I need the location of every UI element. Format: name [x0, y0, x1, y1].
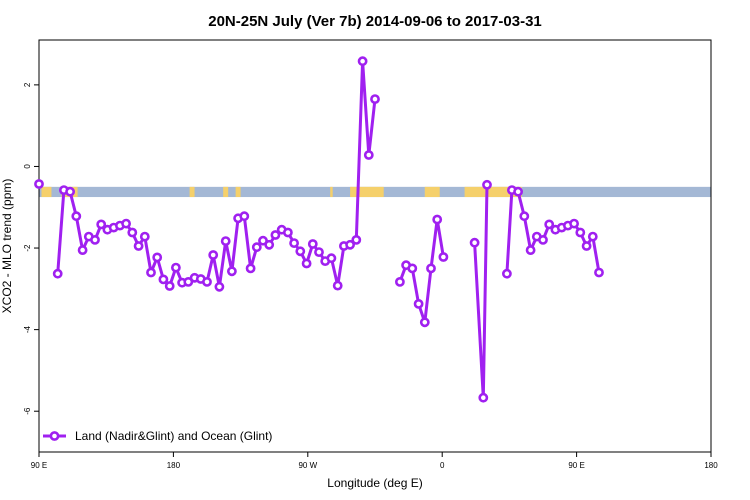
data-point [264, 239, 275, 250]
data-point [127, 227, 138, 238]
data-point [314, 247, 324, 257]
data-point [413, 298, 424, 309]
data-point [345, 239, 355, 250]
data-point [501, 268, 512, 279]
chart-title: 20N-25N July (Ver 7b) 2014-09-06 to 2017… [208, 13, 542, 30]
land-patch [223, 186, 229, 198]
data-point [77, 245, 88, 255]
data-point [139, 231, 150, 242]
data-point [581, 241, 592, 251]
data-point [351, 234, 362, 245]
legend-marker [49, 431, 60, 441]
legend: Land (Nadir&Glint) and Ocean (Glint) [43, 429, 272, 443]
data-point [121, 218, 131, 229]
data-point [133, 241, 144, 251]
data-point [394, 276, 405, 287]
data-point [469, 237, 480, 248]
data-point [65, 186, 75, 197]
data-point [438, 252, 449, 262]
land-patch [350, 186, 384, 198]
data-point [90, 234, 100, 245]
y-tick-label: -6 [23, 407, 32, 415]
data-point [245, 263, 256, 274]
data-point [407, 263, 418, 274]
y-tick-label: -2 [23, 244, 32, 252]
x-tick-label: 180 [704, 461, 718, 470]
data-point [214, 281, 225, 292]
data-point [587, 231, 598, 242]
data-point [220, 236, 231, 246]
data-point [594, 267, 604, 278]
data-point [301, 258, 312, 269]
land-patch [464, 186, 522, 198]
data-point [357, 56, 368, 67]
legend-label: Land (Nadir&Glint) and Ocean (Glint) [75, 429, 272, 443]
data-point [513, 186, 523, 197]
data-point [289, 238, 299, 248]
y-tick-label: -4 [23, 326, 32, 334]
data-point [544, 219, 555, 230]
land-patch [41, 186, 52, 198]
data-point [519, 211, 530, 222]
y-axis: 2 0 -2 -4 -6 [23, 82, 39, 415]
data-point [146, 267, 156, 278]
data-point [282, 227, 293, 238]
data-point [363, 150, 374, 160]
y-tick-label: 0 [23, 164, 32, 169]
series-line [473, 184, 489, 400]
data-point [152, 252, 163, 263]
data-point [158, 274, 169, 285]
data-point [419, 317, 430, 328]
land-patch [235, 186, 241, 198]
data-point [569, 218, 579, 229]
data-point [52, 268, 63, 279]
data-point [478, 392, 489, 403]
data-point [251, 242, 262, 253]
data-point [307, 239, 318, 249]
land-patch [330, 186, 333, 198]
data-point [538, 234, 548, 245]
data-point [96, 219, 107, 230]
land-ocean-strip [39, 186, 711, 198]
data-point [270, 230, 281, 240]
y-axis-label: XCO2 - MLO trend (ppm) [0, 179, 14, 314]
x-tick-label: 90 W [298, 461, 317, 470]
data-point [71, 211, 82, 222]
x-tick-label: 90 E [568, 461, 584, 470]
data-point [575, 227, 586, 238]
data-point [226, 266, 237, 277]
y-tick-label: 2 [23, 82, 32, 87]
data-point [426, 263, 436, 274]
data-point [332, 280, 343, 291]
x-axis-label: Longitude (deg E) [327, 476, 422, 490]
data-point [295, 246, 306, 257]
data-point [170, 262, 181, 273]
data-point [370, 94, 380, 104]
data-point [482, 179, 492, 190]
data-point [432, 214, 443, 225]
x-tick-label: 90 E [31, 461, 47, 470]
data-point [326, 253, 337, 264]
series-group [34, 56, 604, 403]
x-tick-label: 0 [440, 461, 445, 470]
land-patch [189, 186, 195, 198]
data-point [164, 281, 175, 291]
x-tick-label: 180 [167, 461, 181, 470]
x-axis: 90 E 180 90 W 0 90 E 180 [31, 452, 718, 470]
data-point [239, 211, 250, 222]
data-point [202, 276, 212, 287]
land-patch [424, 186, 440, 198]
plot-frame [38, 39, 712, 453]
data-point [34, 179, 44, 189]
data-point [525, 245, 536, 255]
data-point [208, 250, 219, 260]
data-point [183, 276, 194, 287]
